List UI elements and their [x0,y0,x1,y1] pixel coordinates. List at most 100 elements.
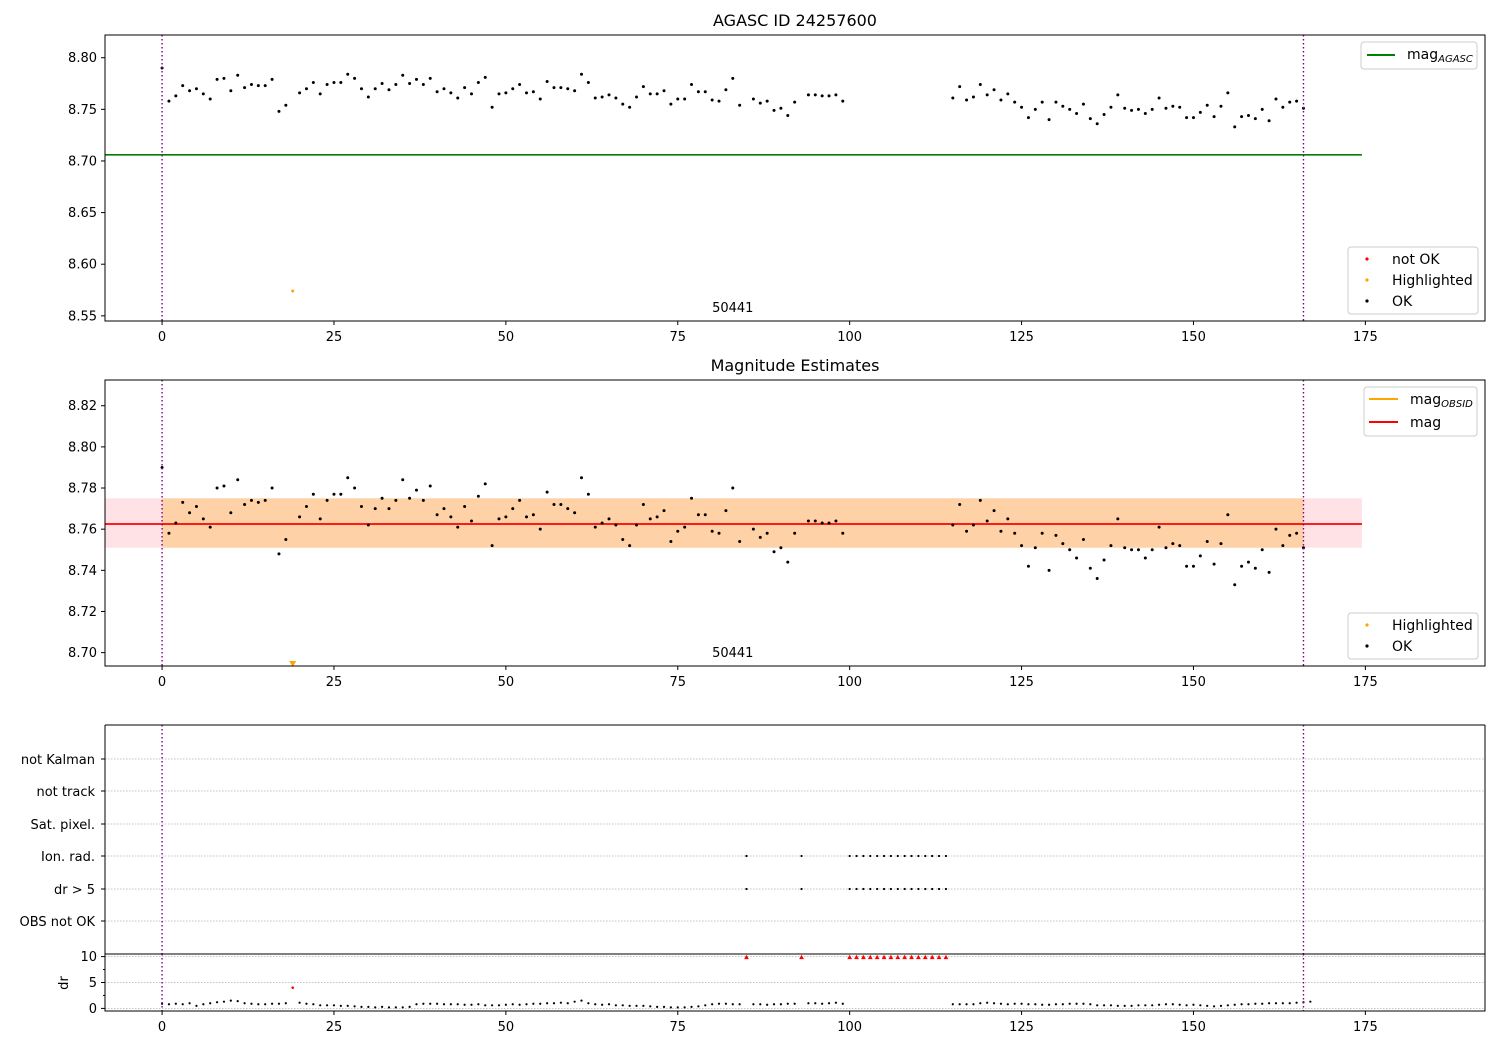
ok-point [1171,1003,1174,1006]
ok-point [1157,96,1161,100]
ok-point [992,509,996,513]
ok-point [827,1002,831,1005]
ok-point [992,88,996,92]
ok-point [1192,1003,1195,1006]
ok-point [1267,119,1271,123]
ok-point [1088,117,1092,121]
x-tick-label: 75 [669,330,686,345]
category-label: Ion. rad. [41,850,95,865]
ok-point [208,525,212,529]
ok-point [786,1002,789,1005]
ok-point [353,1005,356,1008]
x-tick-label: 25 [326,330,343,345]
ok-point [490,105,494,109]
ok-point [614,523,618,527]
ok-point [827,521,831,525]
ok-point [965,529,969,533]
ok-point [435,513,439,517]
y-tick-label: 8.76 [68,523,97,538]
ok-point [1075,556,1079,560]
ok-point [1136,107,1140,111]
ok-point [366,95,370,99]
ok-point [607,93,611,97]
ok-point [1226,1004,1229,1007]
ok-point [1116,93,1120,97]
ok-point [525,1003,528,1006]
ok-point [566,87,570,91]
ok-point [311,492,315,496]
ok-point [1171,542,1175,546]
ok-point [1198,110,1202,114]
ok-point [222,76,226,80]
ok-point [1309,1000,1312,1003]
ok-point [249,83,253,87]
ok-point [387,88,391,92]
ok-point [160,465,164,469]
ok-point [1178,544,1182,548]
legend-subscript: OBSID [1441,399,1473,410]
ok-point [765,99,769,103]
ok-point [655,515,659,519]
legend-label: OK [1392,639,1413,655]
ok-point [559,86,563,90]
ok-point [188,89,192,93]
ok-point [436,1002,439,1005]
ok-point [1040,100,1044,104]
ok-point [820,521,824,525]
ok-point [298,91,302,95]
x-tick-label: 25 [326,1020,343,1035]
ok-point [353,486,357,490]
ok-point [731,1003,734,1006]
ok-point [256,500,260,504]
flag-point [944,887,948,891]
clipped-dr-marker [854,954,859,960]
ok-point [312,1003,315,1006]
ok-point [669,102,673,106]
ok-point [1123,106,1127,110]
x-tick-label: 150 [1181,675,1206,690]
ok-point [1137,1004,1140,1007]
ok-point [1116,1004,1119,1007]
ok-point [834,519,838,523]
ok-point [814,1002,817,1005]
ok-point [1212,1005,1216,1008]
ok-point [1075,111,1079,115]
ok-point [971,95,975,99]
ok-point [1061,542,1065,546]
ok-point [229,999,232,1002]
ok-point [518,1003,521,1006]
ok-point [167,99,171,103]
ok-point [607,1003,611,1006]
ok-point [600,95,604,99]
ok-point [531,513,535,517]
ok-point [1081,102,1085,106]
ok-point [1123,546,1127,550]
ok-point [593,96,597,100]
x-tick-label: 25 [326,675,343,690]
ok-point [257,1003,260,1006]
ok-point [1260,548,1264,552]
ok-point [1281,1002,1284,1005]
ok-point [683,1006,686,1009]
ok-point [1068,107,1072,111]
ok-point [999,1002,1003,1005]
ok-point [401,478,405,482]
ok-point [1006,1003,1009,1006]
ok-point [546,1002,549,1005]
ok-point [414,77,418,81]
ok-point [724,1002,727,1005]
legend-marker [1365,257,1369,261]
ok-point [1261,1002,1264,1005]
ok-point [1267,1002,1271,1005]
ok-point [690,83,694,87]
ok-point [738,540,742,544]
ok-point [1274,1002,1278,1005]
ok-point [751,97,755,101]
ok-point [1130,1004,1133,1007]
ok-point [428,76,432,80]
clipped-dr-marker [936,954,942,960]
ok-point [1206,1004,1209,1007]
ok-point [194,87,198,91]
ok-point [552,502,556,506]
ok-point [256,84,260,88]
